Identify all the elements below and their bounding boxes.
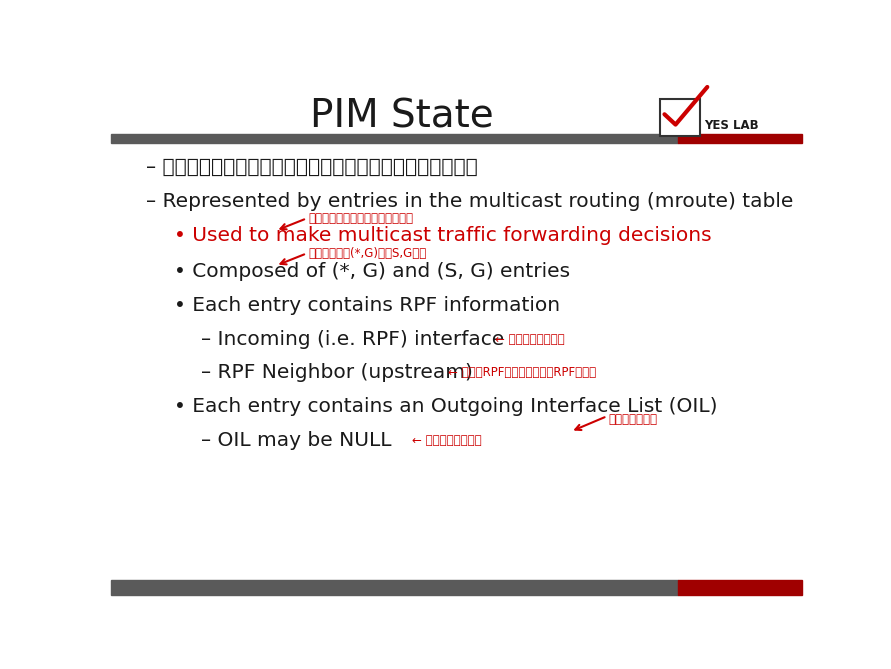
Text: – OIL may be NULL: – OIL may be NULL: [201, 432, 392, 450]
Text: • Each entry contains RPF information: • Each entry contains RPF information: [174, 296, 560, 315]
Text: ← 入接口只有一个。: ← 入接口只有一个。: [495, 333, 564, 347]
Text: 出接口有多个。: 出接口有多个。: [609, 413, 658, 425]
Text: – 组播路由条目：描述在组播分发树中路由器的组播分发状态: – 组播路由条目：描述在组播分发树中路由器的组播分发状态: [146, 159, 478, 177]
Bar: [111, 134, 677, 143]
Text: 组播路由都有(*,G)和（S,G）。: 组播路由都有(*,G)和（S,G）。: [308, 247, 427, 260]
Text: – Incoming (i.e. RPF) interface: – Incoming (i.e. RPF) interface: [201, 330, 504, 349]
Bar: [677, 134, 802, 143]
Text: • Used to make multicast traffic forwarding decisions: • Used to make multicast traffic forward…: [174, 226, 711, 246]
Text: – RPF Neighbor (upstream): – RPF Neighbor (upstream): [201, 363, 473, 383]
Text: – Represented by entries in the multicast routing (mroute) table: – Represented by entries in the multicas…: [146, 192, 793, 211]
Text: ← 有可能会是空的。: ← 有可能会是空的。: [412, 434, 481, 448]
Text: • Composed of (*, G) and (S, G) entries: • Composed of (*, G) and (S, G) entries: [174, 262, 569, 282]
Text: PIM State: PIM State: [309, 97, 494, 135]
Text: YES LAB: YES LAB: [704, 119, 758, 132]
Text: ← 有一个RPF邻居存在用于做RPF检查。: ← 有一个RPF邻居存在用于做RPF检查。: [447, 367, 596, 379]
Bar: [111, 580, 677, 595]
FancyBboxPatch shape: [660, 99, 700, 136]
Text: 用于决定组播数据流的转发依据。: 用于决定组播数据流的转发依据。: [308, 212, 413, 225]
Text: • Each entry contains an Outgoing Interface List (OIL): • Each entry contains an Outgoing Interf…: [174, 397, 717, 416]
Bar: [677, 580, 802, 595]
